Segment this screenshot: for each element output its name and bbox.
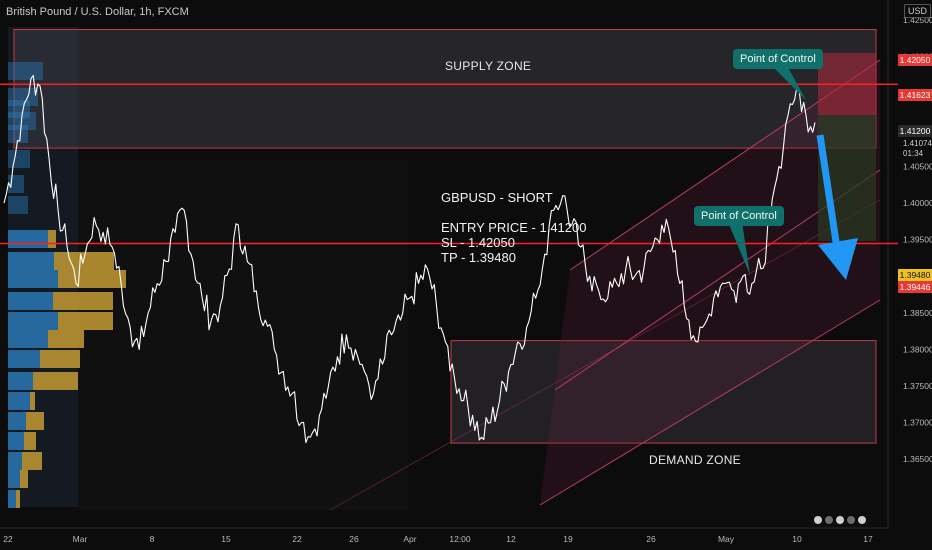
volume-bar-buy — [8, 330, 48, 348]
y-tick-label: 1.38500 — [903, 308, 932, 318]
volume-bar-buy — [8, 392, 30, 410]
last-price-label: 1.41074 — [903, 139, 932, 148]
x-tick-label: 22 — [292, 534, 302, 544]
point-of-control-callout-mid[interactable]: Point of Control — [694, 206, 784, 226]
volume-bar-sell — [22, 452, 42, 470]
point-of-control-callout-top[interactable]: Point of Control — [733, 49, 823, 69]
callout-pointer-top — [770, 64, 806, 100]
reaction-icon[interactable] — [858, 516, 866, 524]
callout-pointer-mid — [728, 222, 750, 275]
symbol-title[interactable]: British Pound / U.S. Dollar, 1h, FXCM — [6, 6, 189, 18]
x-tick-label: Mar — [73, 534, 88, 544]
volume-bar-buy — [8, 470, 20, 488]
support-tag: 1.39446 — [898, 281, 932, 293]
volume-bar-buy — [8, 490, 16, 508]
x-tick-label: 26 — [349, 534, 359, 544]
volume-bar-buy — [8, 230, 48, 248]
y-tick-label: 1.40500 — [903, 161, 932, 171]
x-tick-label: 17 — [863, 534, 873, 544]
y-tick-label: 1.40000 — [903, 198, 932, 208]
reaction-icon[interactable] — [814, 516, 822, 524]
x-tick-label: 19 — [563, 534, 573, 544]
range-shading — [78, 160, 408, 510]
trade-setup-note: GBPUSD - SHORT ENTRY PRICE - 1.41200 SL … — [441, 190, 586, 265]
y-tick-label: 1.37500 — [903, 381, 932, 391]
volume-bar-sell — [54, 252, 114, 270]
x-tick-label: May — [718, 534, 735, 544]
channel-lower-line[interactable] — [539, 299, 881, 506]
resistance-tag: 1.41623 — [898, 89, 932, 101]
volume-bar-buy — [8, 312, 58, 330]
x-tick-label: 12:00 — [449, 534, 471, 544]
x-tick-label: 8 — [150, 534, 155, 544]
volume-bar-sell — [33, 372, 78, 390]
y-tick-label: 1.38000 — [903, 344, 932, 354]
reaction-icon[interactable] — [825, 516, 833, 524]
bar-countdown-label: 01:34 — [903, 149, 924, 158]
x-tick-label: 15 — [221, 534, 231, 544]
volume-bar-sell — [24, 432, 36, 450]
volume-bar-sell — [30, 392, 35, 410]
long-trend-line[interactable] — [329, 199, 881, 511]
stop-loss-tag: 1.42050 — [898, 54, 932, 66]
y-tick-label: 1.36500 — [903, 454, 932, 464]
demand-zone-label: DEMAND ZONE — [649, 453, 741, 467]
trade-line — [441, 205, 586, 220]
volume-bar-buy — [8, 350, 40, 368]
volume-bar-sell — [48, 330, 84, 348]
volume-bar-sell — [48, 230, 56, 248]
volume-bar-sell — [58, 270, 126, 288]
projection-arrow-head[interactable] — [818, 238, 858, 280]
reaction-icon[interactable] — [836, 516, 844, 524]
volume-bar-sell — [20, 470, 28, 488]
y-tick-label: 1.42500 — [903, 15, 932, 25]
supply-zone-label: SUPPLY ZONE — [445, 59, 532, 73]
demand-zone[interactable] — [450, 340, 877, 444]
volume-bar-buy — [8, 175, 24, 193]
trade-line: ENTRY PRICE - 1.41200 — [441, 220, 587, 235]
volume-bar-buy — [8, 252, 54, 270]
reaction-icon[interactable] — [847, 516, 855, 524]
take-profit-tag: 1.39480 — [898, 269, 932, 281]
volume-bar-buy — [8, 62, 43, 80]
volume-bar-sell — [53, 292, 113, 310]
trade-line: TP - 1.39480 — [441, 250, 516, 265]
volume-bar-buy — [8, 88, 38, 106]
volume-bar-buy — [8, 452, 22, 470]
supply-zone[interactable] — [13, 29, 877, 149]
volume-bar-buy — [8, 412, 26, 430]
trade-line: GBPUSD - SHORT — [441, 190, 553, 205]
price-series-line[interactable] — [3, 74, 816, 444]
y-tick-label: 1.39500 — [903, 235, 932, 245]
x-tick-label: Apr — [403, 534, 416, 544]
y-tick-label: 1.37000 — [903, 418, 932, 428]
x-tick-label: 22 — [3, 534, 13, 544]
volume-bar-buy — [8, 196, 28, 214]
x-tick-label: 26 — [646, 534, 656, 544]
trade-line: SL - 1.42050 — [441, 235, 515, 250]
volume-bar-buy — [8, 372, 33, 390]
volume-bar-buy — [8, 270, 58, 288]
volume-bar-buy — [8, 150, 30, 168]
volume-bar-sell — [58, 312, 113, 330]
currency-badge[interactable]: USD — [904, 4, 932, 18]
ascending-channel-fill — [540, 60, 880, 505]
volume-bar-sell — [16, 490, 20, 508]
x-tick-label: 12 — [506, 534, 516, 544]
volume-bar-buy — [8, 125, 28, 143]
volume-bar-buy — [8, 432, 24, 450]
projection-arrow-shaft[interactable] — [816, 134, 842, 256]
entry-tag: 1.41200 — [898, 125, 932, 137]
volume-bar-buy — [8, 292, 53, 310]
x-tick-label: 10 — [792, 534, 802, 544]
volume-bar-sell — [40, 350, 80, 368]
volume-bar-sell — [26, 412, 44, 430]
